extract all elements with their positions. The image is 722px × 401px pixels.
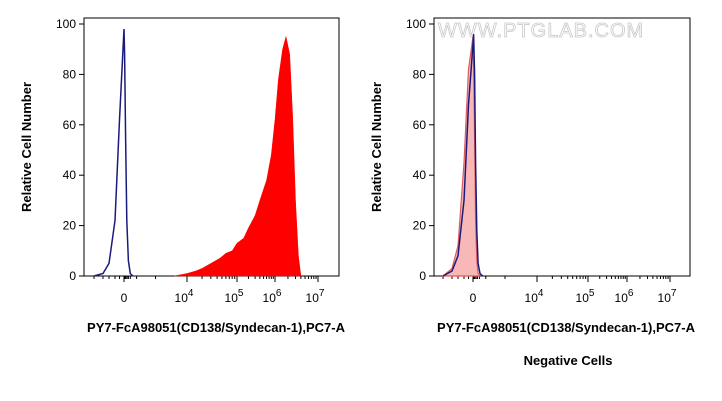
y-tick-label: 100 bbox=[406, 17, 426, 31]
y-axis-title: Relative Cell Number bbox=[369, 82, 384, 212]
sample-histogram bbox=[174, 36, 302, 277]
watermark: WWW.PTGLAB.COM bbox=[438, 20, 644, 42]
x-tick-label: 105 bbox=[576, 288, 595, 305]
histogram-panel-2: 0 20 40 60 80 100 0 104 105 106 107 Relative Cell N… bbox=[369, 17, 696, 368]
sample-histogram bbox=[441, 36, 481, 277]
control-histogram bbox=[93, 28, 134, 277]
panels: 0 20 40 60 80 100 0 104 105 106 107 Relative Cell N… bbox=[19, 17, 696, 368]
y-tick-label: 0 bbox=[419, 269, 426, 283]
x-tick-label: 107 bbox=[306, 288, 325, 305]
panel-caption: Negative Cells bbox=[524, 353, 613, 368]
y-tick-label: 60 bbox=[63, 118, 77, 132]
y-tick-label: 80 bbox=[413, 67, 427, 81]
x-tick-label: 106 bbox=[615, 288, 634, 305]
x-tick-label: 0 bbox=[121, 291, 128, 305]
y-tick-label: 100 bbox=[56, 17, 76, 31]
histogram-panel-1: 0 20 40 60 80 100 0 104 105 106 107 Relative Cell N… bbox=[19, 17, 346, 335]
x-tick-label: 105 bbox=[225, 288, 244, 305]
y-tick-label: 80 bbox=[63, 67, 77, 81]
y-axis-title: Relative Cell Number bbox=[19, 82, 34, 212]
y-tick-label: 20 bbox=[63, 219, 77, 233]
y-tick-label: 20 bbox=[413, 219, 427, 233]
x-tick-label: 104 bbox=[525, 288, 544, 305]
x-tick-label: 0 bbox=[470, 291, 477, 305]
x-tick-label: 106 bbox=[263, 288, 282, 305]
y-tick-label: 0 bbox=[69, 269, 76, 283]
x-tick-label: 104 bbox=[175, 288, 194, 305]
plot-frame bbox=[433, 17, 691, 277]
control-histogram bbox=[442, 34, 484, 277]
x-tick-label: 107 bbox=[658, 288, 677, 305]
x-axis-title: PY7-FcA98051(CD138/Syndecan-1),PC7-A bbox=[437, 320, 696, 335]
x-axis-title: PY7-FcA98051(CD138/Syndecan-1),PC7-A bbox=[87, 320, 346, 335]
y-tick-label: 60 bbox=[413, 118, 427, 132]
y-tick-label: 40 bbox=[413, 168, 427, 182]
y-tick-label: 40 bbox=[63, 168, 77, 182]
